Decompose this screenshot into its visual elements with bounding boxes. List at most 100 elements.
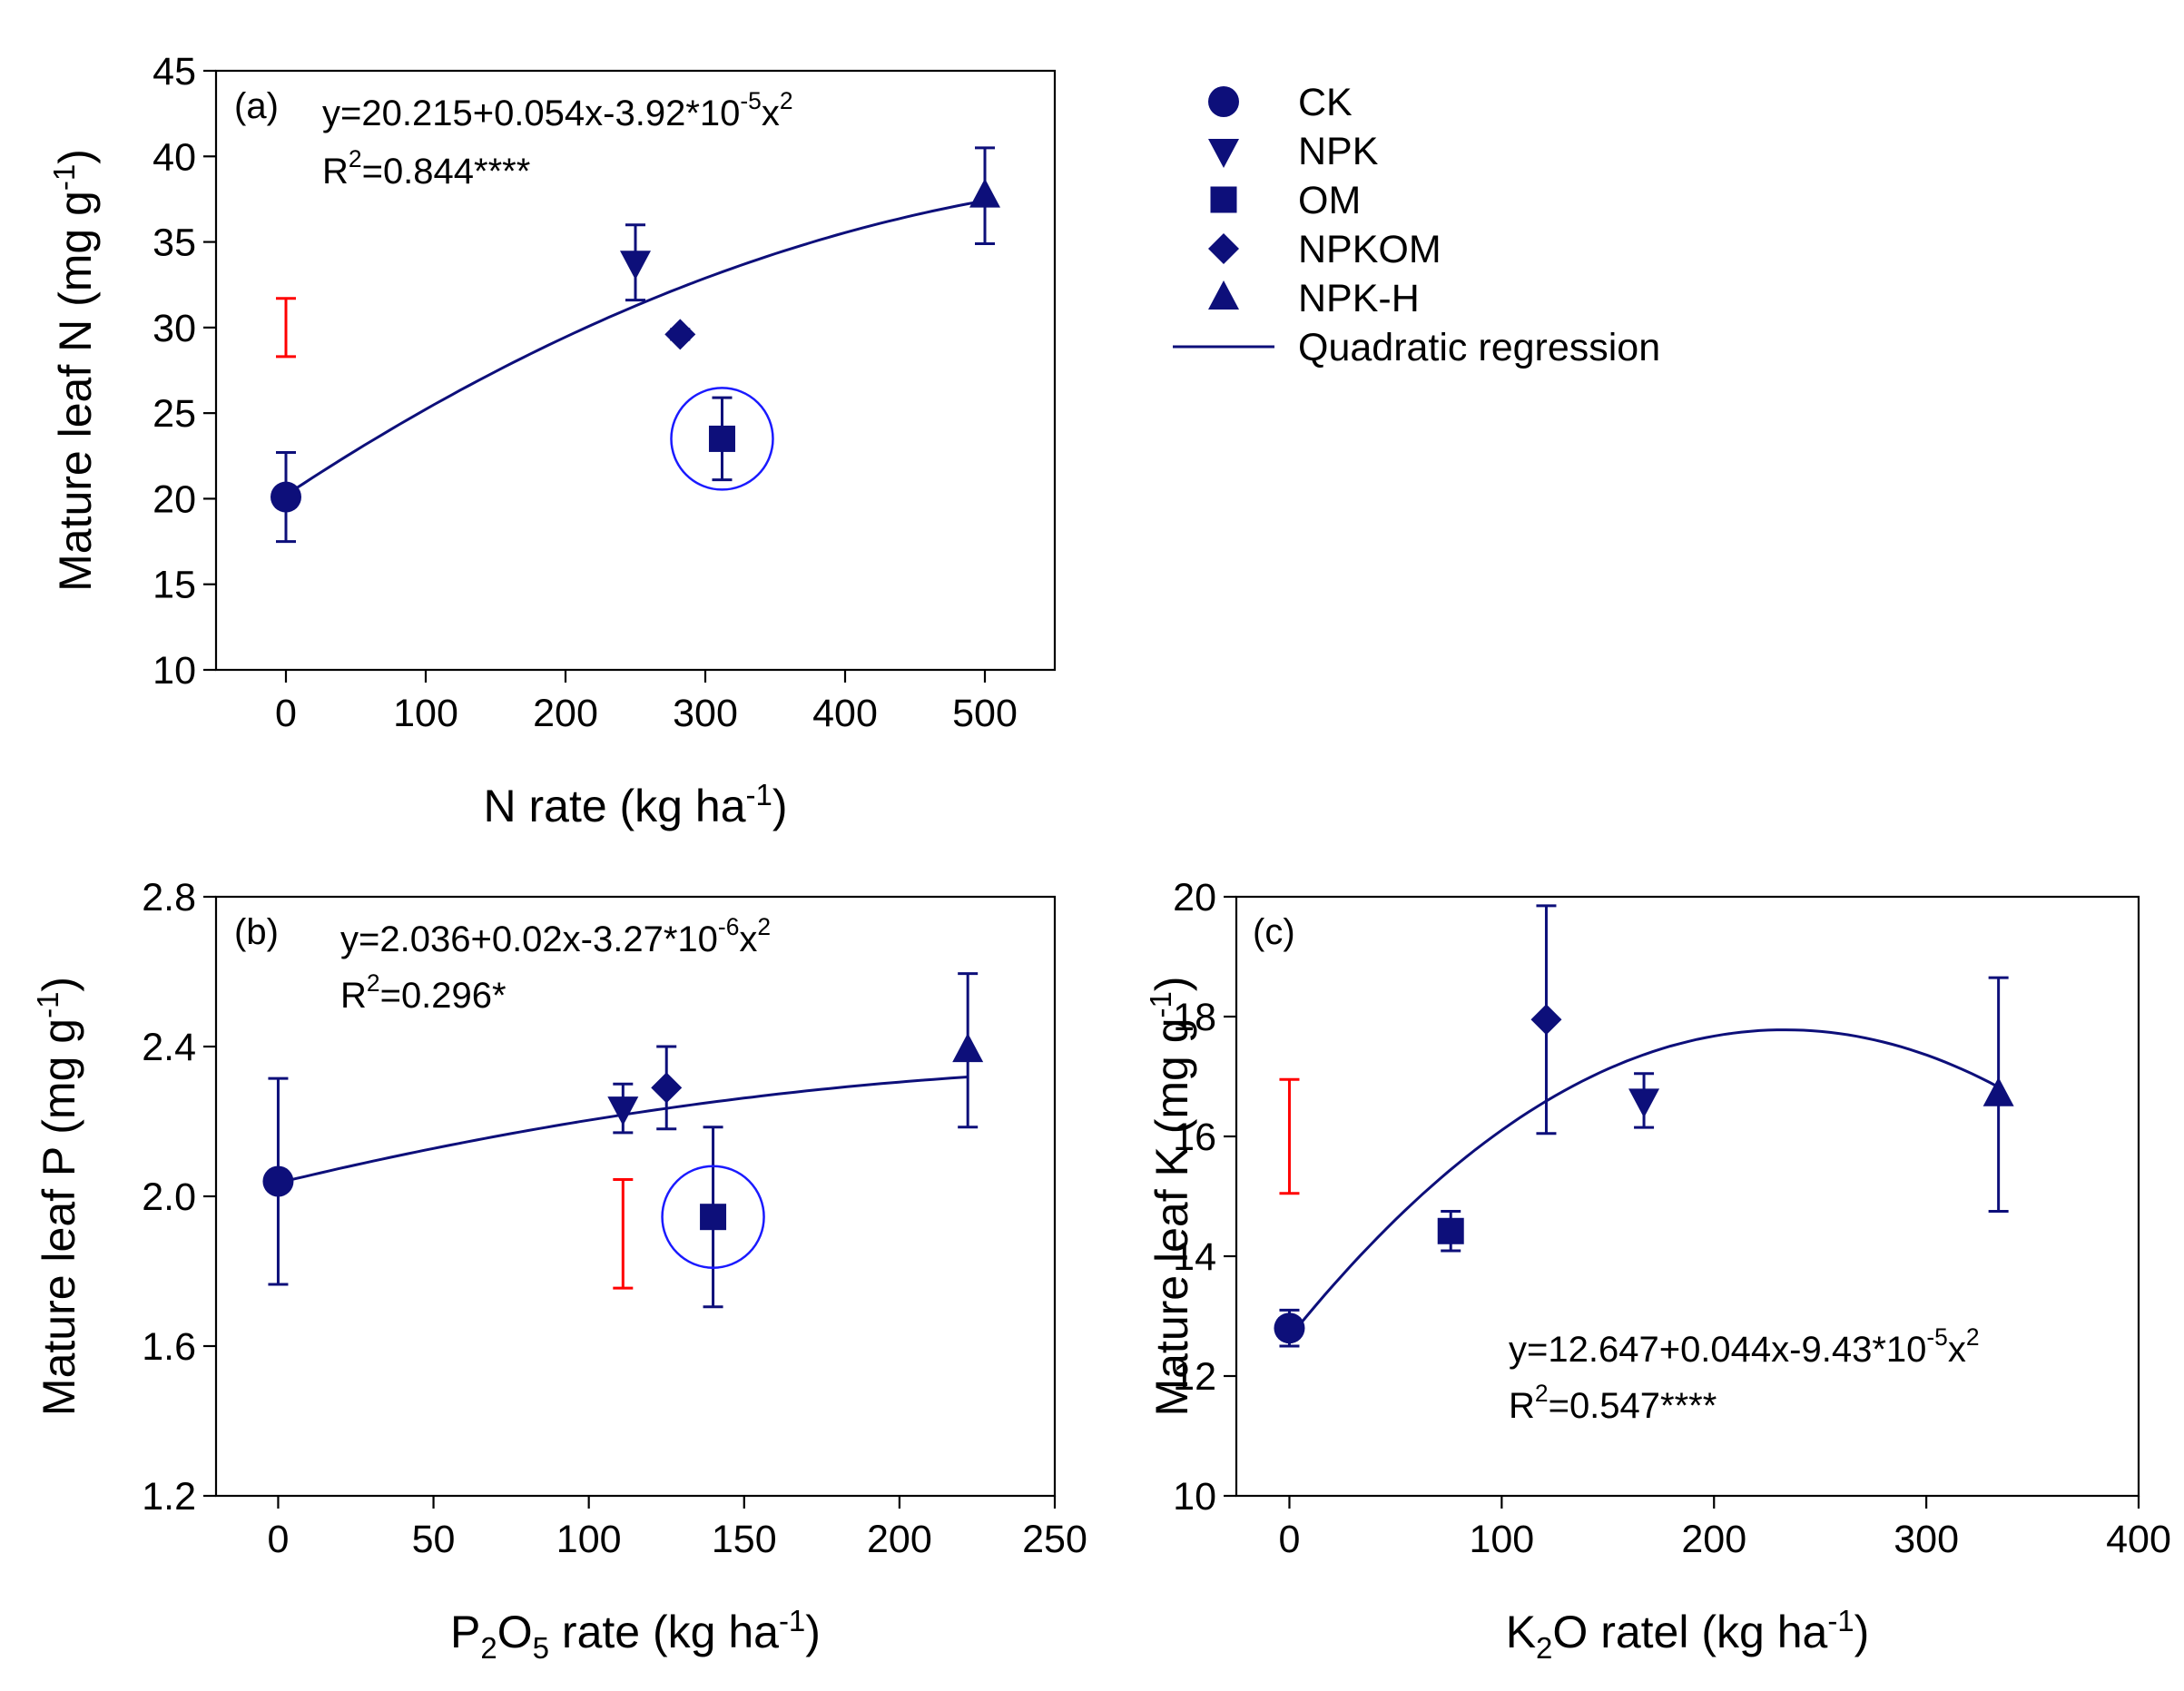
y-axis-title: Mature leaf P (mg g-1) xyxy=(31,977,84,1416)
x-axis-title: N rate (kg ha-1) xyxy=(483,778,787,831)
y-tick-label: 2.4 xyxy=(142,1026,196,1069)
regression-equation-part: y=12.647+0.044x-9.43*10 xyxy=(1509,1330,1926,1370)
x-axis-title-part: 2 xyxy=(480,1631,497,1665)
y-tick-label: 15 xyxy=(152,564,196,607)
x-axis-title-part: ) xyxy=(1854,1607,1870,1657)
legend-label-om: OM xyxy=(1298,179,1361,222)
lsd-error-bar xyxy=(613,1177,634,1290)
x-tick-label: 0 xyxy=(267,1518,289,1561)
regression-line xyxy=(1288,1028,2000,1339)
y-axis-title-part: ) xyxy=(50,149,101,164)
x-axis-title-part: O ratel (kg ha xyxy=(1552,1607,1827,1657)
regression-equation-part: 2 xyxy=(757,913,771,940)
x-axis-title-part: O xyxy=(497,1607,533,1657)
legend-label-npkom: NPKOM xyxy=(1298,228,1441,271)
legend-marker-ck xyxy=(1208,86,1239,117)
lsd-error-bar xyxy=(276,297,296,359)
y-tick-label: 30 xyxy=(152,307,196,350)
y-axis-title: Mature leaf K (mg g-1) xyxy=(1144,976,1197,1416)
x-axis-title-part: -1 xyxy=(746,778,772,811)
panel-b-p-chart: 0 50 100 150 200 250 1.2 1.6 2.0 2.4 2.8 (b) y=2.036… xyxy=(31,876,1087,1665)
x-tick-label: 100 xyxy=(393,692,458,735)
x-axis-title-part: ) xyxy=(772,781,788,831)
legend-marker-om xyxy=(1210,186,1237,213)
legend-marker-npk-h xyxy=(1208,280,1239,310)
y-axis-title-part: ) xyxy=(1146,976,1197,991)
y-tick-label: 2.0 xyxy=(142,1175,196,1219)
x-axis-title-part: 2 xyxy=(1536,1631,1552,1665)
x-tick-label: 200 xyxy=(867,1518,932,1561)
regression-equation: y=20.215+0.054x-3.92*10-5x2 xyxy=(322,87,793,133)
regression-equation-part: x xyxy=(762,93,780,133)
legend-label-npk-h: NPK-H xyxy=(1298,277,1420,320)
x-tick-label: 400 xyxy=(2106,1518,2171,1561)
x-tick-label: 100 xyxy=(1469,1518,1534,1561)
plot-frame xyxy=(1235,895,2140,1498)
legend-marker-npkom xyxy=(1208,233,1239,264)
data-point-npkom xyxy=(664,319,696,350)
data-point-npk xyxy=(620,251,651,280)
panel-label: (b) xyxy=(234,912,279,952)
y-axis-title-part: Mature leaf P (mg g xyxy=(34,1018,84,1416)
regression-equation-part: 2 xyxy=(1966,1323,1980,1351)
regression-equation-part: 2 xyxy=(780,87,793,114)
x-tick-label: 150 xyxy=(712,1518,777,1561)
y-tick-label: 35 xyxy=(152,221,196,265)
data-point-npkom xyxy=(651,1072,683,1104)
highlight-circle xyxy=(661,1165,765,1269)
x-tick-label: 200 xyxy=(533,692,598,735)
y-axis-title-part: Mature leaf K (mg g xyxy=(1146,1018,1197,1416)
y-tick-label: 18 xyxy=(1173,996,1216,1039)
x-axis-title-part: -1 xyxy=(779,1604,805,1637)
x-tick-label: 500 xyxy=(952,692,1018,735)
y-tick-label: 20 xyxy=(1173,876,1216,919)
r-squared-part: =0.844**** xyxy=(362,152,531,192)
data-point-npk xyxy=(1628,1088,1660,1118)
y-tick-label: 16 xyxy=(1173,1116,1216,1159)
r-squared: R2=0.547**** xyxy=(1509,1380,1717,1426)
y-tick-label: 12 xyxy=(1173,1355,1216,1399)
y-axis-title-part: ) xyxy=(34,977,84,992)
legend-label-ck: CK xyxy=(1298,81,1353,124)
regression-equation-part: x xyxy=(739,919,757,959)
y-axis-title-part: -1 xyxy=(1144,991,1177,1018)
r-squared: R2=0.296* xyxy=(340,969,507,1016)
x-tick-label: 50 xyxy=(412,1518,456,1561)
panel-label: (c) xyxy=(1253,912,1295,952)
x-tick-label: 200 xyxy=(1681,1518,1746,1561)
y-tick-label: 20 xyxy=(152,477,196,521)
x-axis-title: P2O5 rate (kg ha-1) xyxy=(450,1604,821,1665)
regression-equation-part: y=20.215+0.054x-3.92*10 xyxy=(322,93,740,133)
r-squared-part: =0.296* xyxy=(380,976,507,1016)
data-point-ck xyxy=(262,1165,294,1197)
y-tick-label: 1.2 xyxy=(142,1475,196,1519)
x-axis-title-part: rate (kg ha xyxy=(549,1607,779,1657)
lsd-error-bar xyxy=(1279,1077,1300,1195)
x-axis-title-part: P xyxy=(450,1607,480,1657)
legend-marker-npk xyxy=(1208,139,1239,168)
x-axis-title-part: N rate (kg ha xyxy=(483,781,745,831)
y-tick-label: 25 xyxy=(152,392,196,436)
x-tick-label: 250 xyxy=(1022,1518,1087,1561)
y-tick-label: 1.6 xyxy=(142,1325,196,1369)
r-squared-part: 2 xyxy=(367,969,380,997)
y-axis-title: Mature leaf N (mg g-1) xyxy=(47,149,101,592)
data-point-om xyxy=(700,1204,727,1231)
panel-c-k-chart: 0 100 200 300 400 10 12 14 16 18 20 (c) y=12.647+0.0… xyxy=(1144,876,2171,1665)
data-point-om xyxy=(1437,1217,1464,1244)
regression-equation-part: y=2.036+0.02x-3.27*10 xyxy=(340,919,718,959)
legend-label-npk: NPK xyxy=(1298,130,1379,173)
r-squared-part: =0.547**** xyxy=(1549,1386,1717,1426)
r-squared-part: R xyxy=(1509,1386,1535,1426)
r-squared-part: R xyxy=(322,152,349,192)
r-squared-part: 2 xyxy=(349,145,362,172)
x-tick-label: 400 xyxy=(812,692,878,735)
y-tick-label: 10 xyxy=(152,649,196,693)
x-axis-title: K2O ratel (kg ha-1) xyxy=(1506,1604,1870,1665)
x-axis-title-part: -1 xyxy=(1827,1604,1854,1637)
regression-equation-part: -5 xyxy=(740,87,761,114)
data-point-ck xyxy=(271,481,301,513)
regression-equation-part: -5 xyxy=(1926,1323,1947,1351)
data-point-ck xyxy=(1274,1312,1305,1344)
